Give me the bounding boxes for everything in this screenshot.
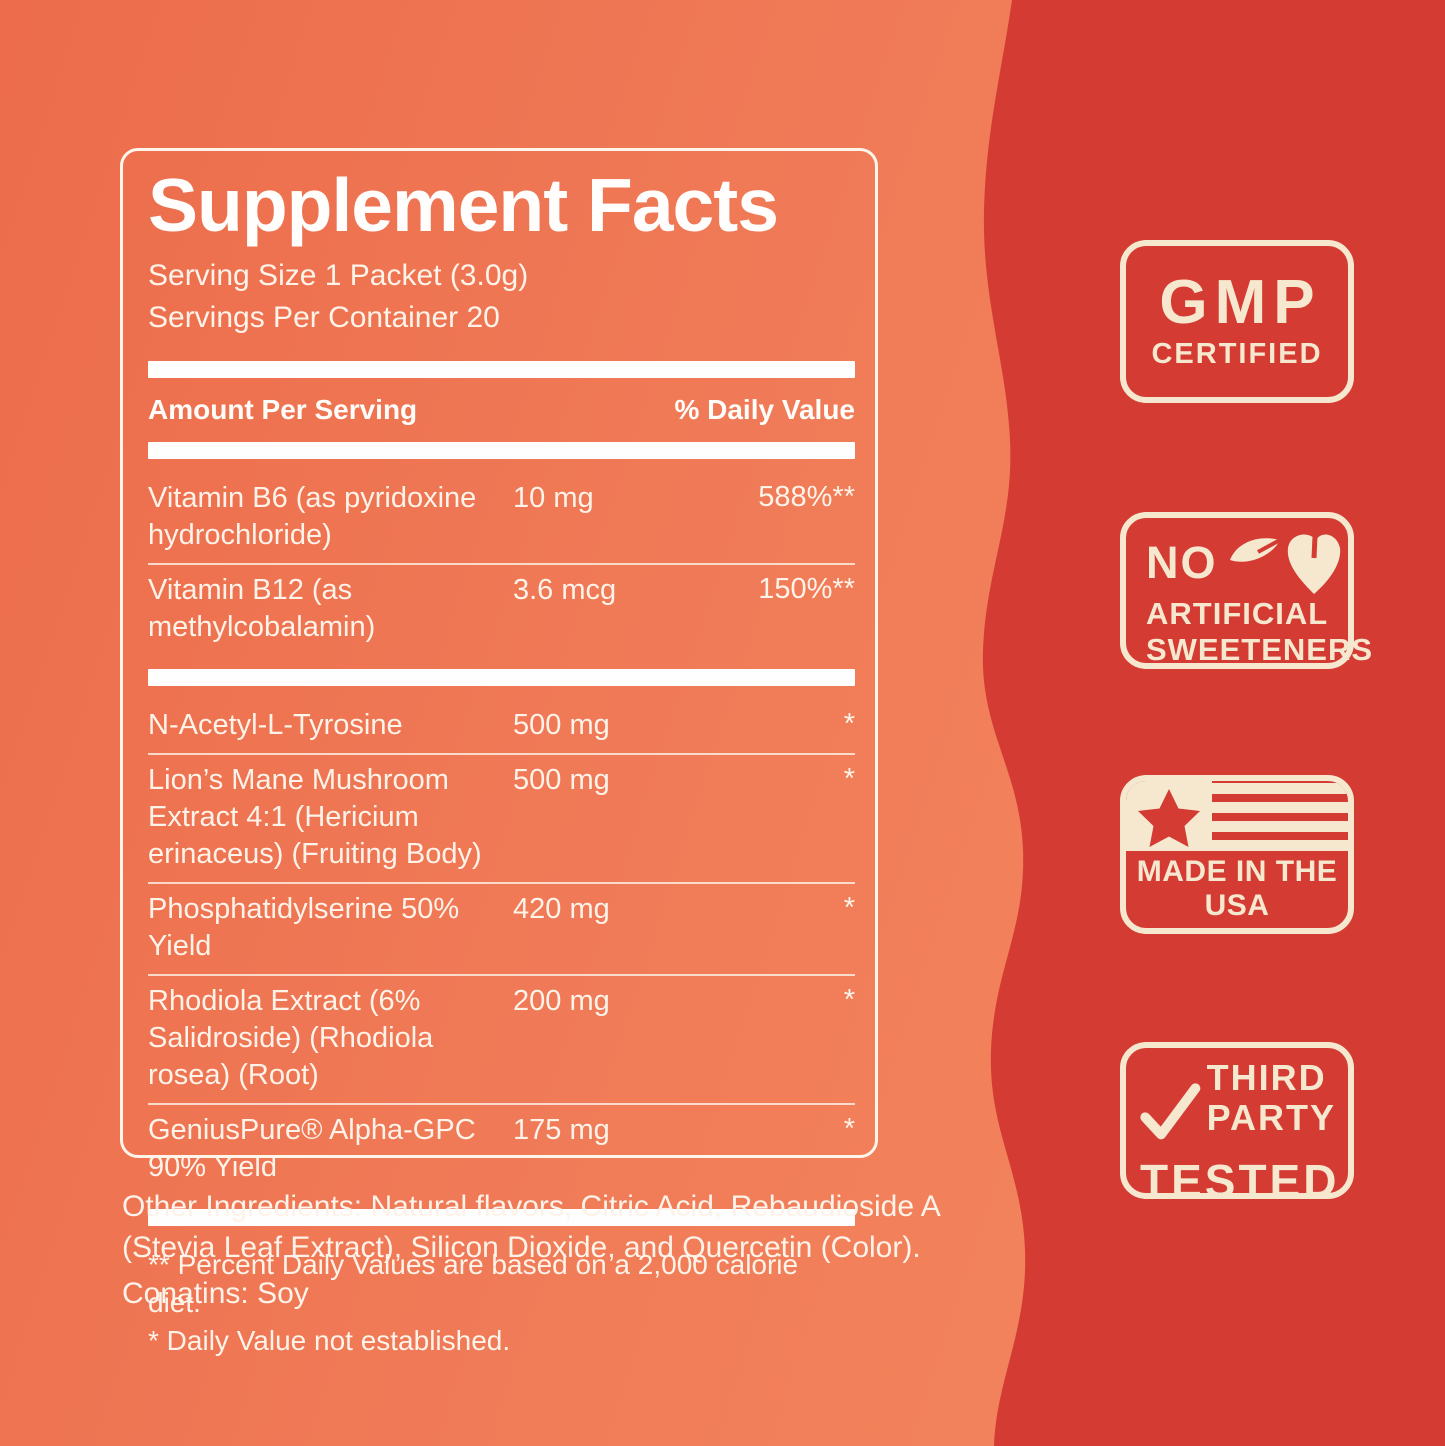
no-label: NO (1146, 537, 1218, 588)
table-row: Vitamin B6 (as pyridoxine hydrochloride)… (148, 473, 855, 563)
tested-label: TESTED (1140, 1155, 1340, 1207)
servings-per-container: Servings Per Container 20 (148, 301, 500, 334)
table-row: Lion’s Mane Mushroom Extract 4:1 (Herici… (148, 753, 855, 882)
footnotes: ** Percent Daily Values are based on a 2… (148, 1240, 855, 1360)
other-ingredients: Other Ingredients: Natural flavors, Citr… (122, 1190, 940, 1264)
usa-flag-icon (1126, 781, 1348, 851)
artificial-label: ARTIFICIAL (1146, 596, 1329, 631)
ingredient-name: Phosphatidylserine 50% Yield (148, 893, 460, 962)
ingredient-dv: * (843, 763, 855, 795)
sweeteners-label: SWEETENERS (1146, 632, 1374, 667)
party-label: PARTY (1206, 1097, 1336, 1138)
serving-size: Serving Size 1 Packet (3.0g) (148, 259, 529, 292)
third-party-tested-badge: THIRD PARTY TESTED (1120, 1042, 1354, 1204)
ingredient-amount: 500 mg (513, 709, 610, 741)
footnote-not-established: * Daily Value not established. (148, 1325, 511, 1356)
contains-statement: Conatins: Soy (122, 1277, 309, 1310)
ingredient-dv: * (843, 708, 855, 740)
ingredient-amount: 200 mg (513, 985, 610, 1017)
footnote-daily-values: ** Percent Daily Values are based on a 2… (148, 1249, 799, 1318)
table-row: Rhodiola Extract (6% Salidroside) (Rhodi… (148, 974, 855, 1103)
table-row: N-Acetyl-L-Tyrosine 500 mg * (148, 700, 855, 753)
ingredient-amount: 3.6 mcg (513, 574, 617, 606)
ingredient-amount: 420 mg (513, 893, 610, 925)
ingredient-name: GeniusPure® Alpha-GPC 90% Yield (148, 1114, 476, 1183)
ingredient-dv: * (843, 892, 855, 924)
supplement-facts-panel: Supplement Facts Serving Size 1 Packet (… (120, 148, 878, 1356)
table-row: Vitamin B12 (as methylcobalamin) 3.6 mcg… (148, 563, 855, 655)
made-in-usa-label: MADE IN THE USA (1136, 855, 1338, 922)
ingredient-name: Lion’s Mane Mushroom Extract 4:1 (Herici… (148, 764, 482, 870)
table-header: Amount Per Serving % Daily Value (148, 392, 855, 428)
vitamin-rows: Vitamin B6 (as pyridoxine hydrochloride)… (148, 473, 855, 655)
ingredient-amount: 10 mg (513, 482, 594, 514)
leaves-icon (1229, 534, 1340, 594)
divider-bar (148, 442, 855, 459)
gmp-certified-badge: GMP CERTIFIED (1120, 240, 1354, 403)
ingredient-dv: * (843, 984, 855, 1016)
col-daily-value: % Daily Value (674, 394, 855, 425)
gmp-label: GMP (1159, 268, 1322, 337)
with-globally-label: with globally (1126, 925, 1348, 928)
ingredient-name: Vitamin B6 (as pyridoxine hydrochloride) (148, 482, 477, 551)
certified-label: CERTIFIED (1151, 338, 1323, 370)
no-artificial-sweeteners-badge: NO ARTIFICIAL SWEETENERS (1120, 512, 1374, 669)
ingredient-amount: 500 mg (513, 764, 610, 796)
panel-title: Supplement Facts (148, 163, 779, 247)
ingredient-dv: 588%** (758, 481, 855, 513)
third-label: THIRD (1206, 1057, 1327, 1098)
divider-bar (148, 669, 855, 686)
ingredient-name: Rhodiola Extract (6% Salidroside) (Rhodi… (148, 985, 434, 1091)
ingredient-dv: * (843, 1113, 855, 1145)
divider-bar (148, 361, 855, 378)
ingredient-amount: 175 mg (513, 1114, 610, 1146)
checkmark-icon (1140, 1083, 1201, 1140)
col-amount-per-serving: Amount Per Serving (148, 394, 418, 425)
ingredient-dv: 150%** (758, 573, 855, 605)
proprietary-rows: N-Acetyl-L-Tyrosine 500 mg * Lion’s Mane… (148, 700, 855, 1195)
ingredient-name: N-Acetyl-L-Tyrosine (148, 709, 403, 741)
ingredient-name: Vitamin B12 (as methylcobalamin) (148, 574, 376, 643)
made-in-usa-badge: MADE IN THE USA with globally sourced in… (1120, 775, 1354, 934)
table-row: GeniusPure® Alpha-GPC 90% Yield 175 mg * (148, 1103, 855, 1195)
table-row: Phosphatidylserine 50% Yield 420 mg * (148, 882, 855, 974)
divider-bar (148, 1209, 855, 1226)
